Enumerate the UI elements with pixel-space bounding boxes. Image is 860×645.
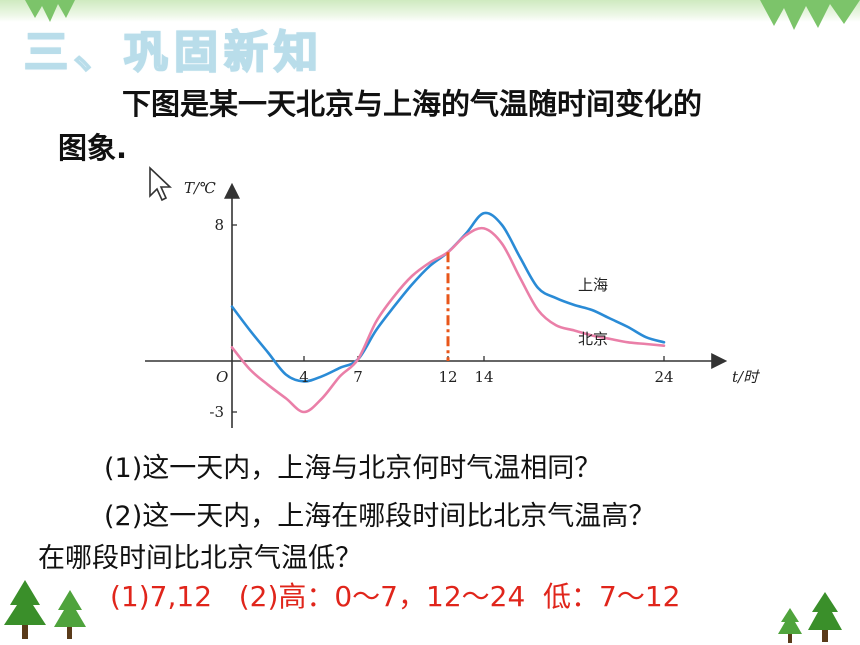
series-label-shanghai: 上海 [578, 276, 608, 294]
answer-text: (1)7,12 (2)高：0～7，12～24 低：7～12 [110, 580, 681, 613]
intro-text: 下图是某一天北京与上海的气温随时间变化的 图象. [58, 82, 818, 170]
top-decor-band [0, 0, 860, 22]
x-tick-label: 7 [353, 368, 363, 386]
intro-line-2: 图象. [58, 131, 128, 165]
origin-label: O [216, 368, 228, 386]
x-tick-label: 24 [654, 368, 673, 386]
tree-decor-left [4, 580, 86, 639]
question-1: (1)这一天内，上海与北京何时气温相同？ [104, 453, 602, 484]
y-tick-label: -3 [209, 403, 224, 421]
tree-decor-right [778, 592, 842, 643]
y-axis-label: T/℃ [184, 179, 216, 197]
y-tick-label: 8 [214, 216, 224, 234]
question-2-cont: 在哪段时间比北京气温低？ [38, 543, 362, 574]
cursor-icon [149, 166, 173, 202]
leaf-decor-right [760, 0, 860, 30]
intro-line-1: 下图是某一天北京与上海的气温随时间变化的 [122, 87, 703, 121]
x-axis-label: t/时 [732, 368, 760, 386]
question-2: (2)这一天内，上海在哪段时间比北京气温高？ [104, 501, 656, 532]
series-label-beijing: 北京 [578, 330, 608, 348]
section-title: 三、巩固新知 [23, 26, 324, 79]
x-tick-label: 14 [474, 368, 493, 386]
leaf-decor-left [25, 0, 75, 22]
x-tick-label: 4 [299, 368, 309, 386]
x-tick-label: 12 [438, 368, 457, 386]
